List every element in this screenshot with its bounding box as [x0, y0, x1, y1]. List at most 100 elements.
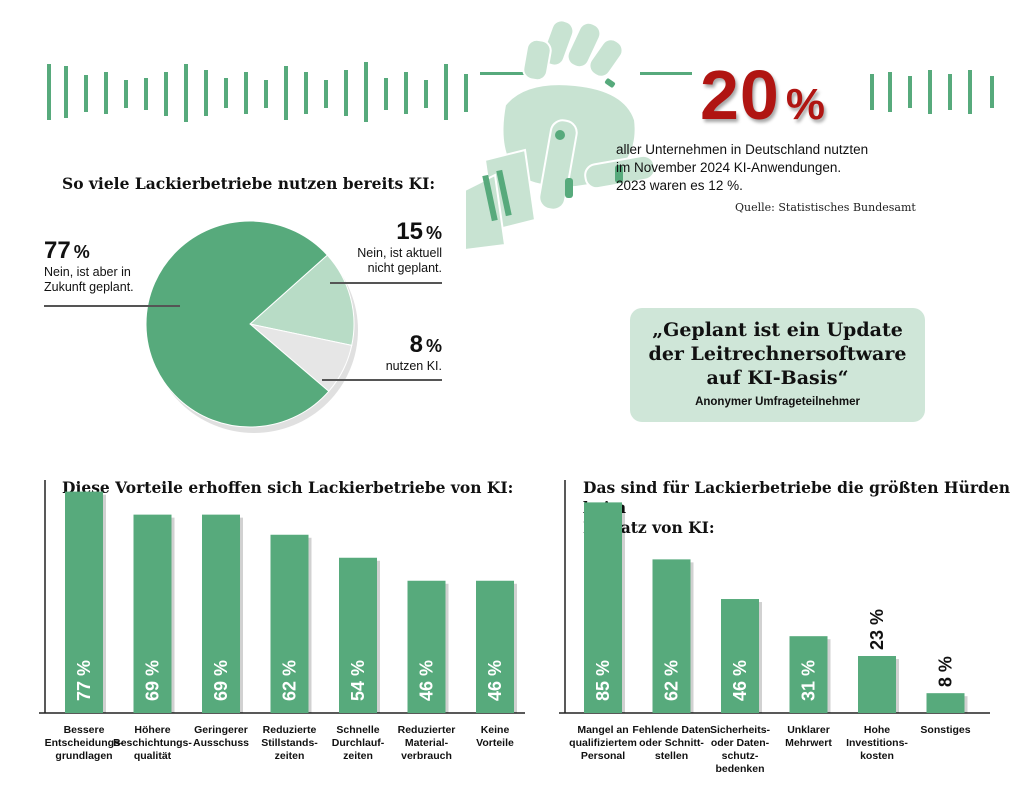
bar-category-label: Ausschuss [193, 737, 249, 749]
deco-bar [928, 70, 932, 114]
headline-stat-text: aller Unternehmen in Deutschland nutzten… [616, 141, 916, 195]
deco-bar [104, 72, 108, 114]
deco-bar [364, 62, 368, 122]
pie-pct-value: 77 [44, 237, 71, 264]
bar-category-label: Unklarer [787, 724, 830, 736]
bar-category-label: Personal [581, 750, 625, 762]
deco-bar [144, 78, 148, 110]
deco-bar [244, 72, 248, 114]
pie-chart [44, 220, 442, 433]
deco-bar [164, 72, 168, 116]
pie-pct-unit: % [73, 242, 90, 262]
deco-bar [344, 70, 348, 116]
deco-bar [204, 70, 208, 116]
deco-bar [47, 64, 51, 120]
quote-line: „Geplant ist ein Update [652, 319, 903, 341]
bar-category-label: Material- [405, 737, 449, 749]
bar-category-label: Beschichtungs- [113, 737, 192, 749]
bar [789, 636, 828, 713]
deco-bar [404, 72, 408, 114]
bar-category-label: Keine [481, 724, 510, 736]
bar [858, 656, 896, 713]
stat-text-line: 2023 waren es 12 %. [616, 178, 743, 193]
bar [584, 502, 622, 713]
bar-value-label: 46 % [730, 660, 750, 701]
deco-bar [124, 80, 128, 108]
deco-bar [284, 66, 288, 120]
bar-category-label: Durchlauf- [332, 737, 385, 749]
bar [407, 580, 446, 713]
bar-category-label: zeiten [275, 750, 305, 762]
deco-line [480, 72, 525, 75]
bar-value-label: 23 % [867, 609, 887, 650]
bar [926, 693, 965, 713]
bar-category-label: zeiten [343, 750, 373, 762]
benefits-chart-title: Diese Vorteile erhoffen sich Lackierbetr… [62, 478, 514, 497]
bar-value-label: 8 % [936, 656, 956, 687]
bar-category-label: oder Daten- [711, 737, 770, 749]
bar-value-label: 62 % [662, 660, 682, 701]
pie-label-77: 77% Nein, ist aber in Zukunft geplant. [44, 237, 184, 295]
bar-category-label: verbrauch [401, 750, 452, 762]
bar-value-label: 62 % [280, 660, 300, 701]
bar-value-label: 46 % [417, 660, 437, 701]
deco-bar [184, 64, 188, 122]
bar [133, 514, 172, 713]
pie-slice [248, 254, 355, 347]
pie-slice-label: Nein, ist aktuell [357, 246, 442, 260]
deco-bar [948, 74, 952, 110]
headline-stat-unit: % [785, 80, 825, 129]
bar-category-label: stellen [655, 750, 688, 762]
bar-category-label: schutz- [722, 750, 759, 762]
bar-category-label: Hohe [864, 724, 890, 736]
deco-bar [84, 75, 88, 112]
bar-category-label: Reduzierte [263, 724, 317, 736]
pie-slice-label: nicht geplant. [367, 261, 442, 275]
deco-bar [870, 74, 874, 110]
pie-label-8: 8% nutzen KI. [340, 331, 442, 374]
bar [339, 557, 377, 713]
pie-label-15: 15% Nein, ist aktuell nicht geplant. [320, 218, 442, 276]
bar [270, 534, 309, 713]
bar-category-label: Entscheidungs- [45, 737, 124, 749]
pie-slice [145, 220, 330, 428]
deco-bar [224, 78, 228, 108]
bar-category-label: Höhere [134, 724, 170, 736]
bar-value-label: 69 % [143, 660, 163, 701]
deco-bar [888, 72, 892, 112]
pie-pct-value: 8 [409, 331, 423, 358]
bar-value-label: 54 % [348, 660, 368, 701]
deco-bar [324, 80, 328, 108]
bar [652, 559, 691, 713]
bar-category-label: Investitions- [846, 737, 908, 749]
bar-category-label: Geringerer [194, 724, 248, 736]
robot-hand-icon [465, 19, 656, 250]
bar-category-label: qualifiziertem [569, 737, 637, 749]
bar-value-label: 69 % [211, 660, 231, 701]
deco-bar [908, 76, 912, 108]
deco-bar [384, 78, 388, 110]
pie-pct-value: 15 [396, 218, 423, 245]
pie-slice-label: Zukunft geplant. [44, 280, 134, 294]
quote-line: der Leitrechnersoftware [648, 343, 907, 365]
bar-category-label: Schnelle [336, 724, 379, 736]
bar [476, 580, 514, 713]
bar-category-label: grundlagen [55, 750, 112, 762]
quote-box: „Geplant ist ein Update der Leitrechners… [630, 308, 925, 422]
deco-bar [444, 64, 448, 120]
stat-text-line: aller Unternehmen in Deutschland nutzten [616, 142, 869, 157]
deco-bar [968, 70, 972, 114]
quote-attribution: Anonymer Umfrageteilnehmer [695, 396, 860, 408]
stat-text-line: im November 2024 KI-Anwendungen. [616, 160, 842, 175]
bar-category-label: Vorteile [476, 737, 514, 749]
bar [721, 599, 759, 713]
bar-category-label: Fehlende Daten [632, 724, 710, 736]
bar-category-label: Sicherheits- [710, 724, 771, 736]
deco-line [640, 72, 692, 75]
deco-bar [990, 76, 994, 108]
pie-slice-label: nutzen KI. [385, 359, 442, 373]
bar-value-label: 77 % [74, 660, 94, 701]
quote-line: auf KI-Basis“ [706, 367, 849, 389]
